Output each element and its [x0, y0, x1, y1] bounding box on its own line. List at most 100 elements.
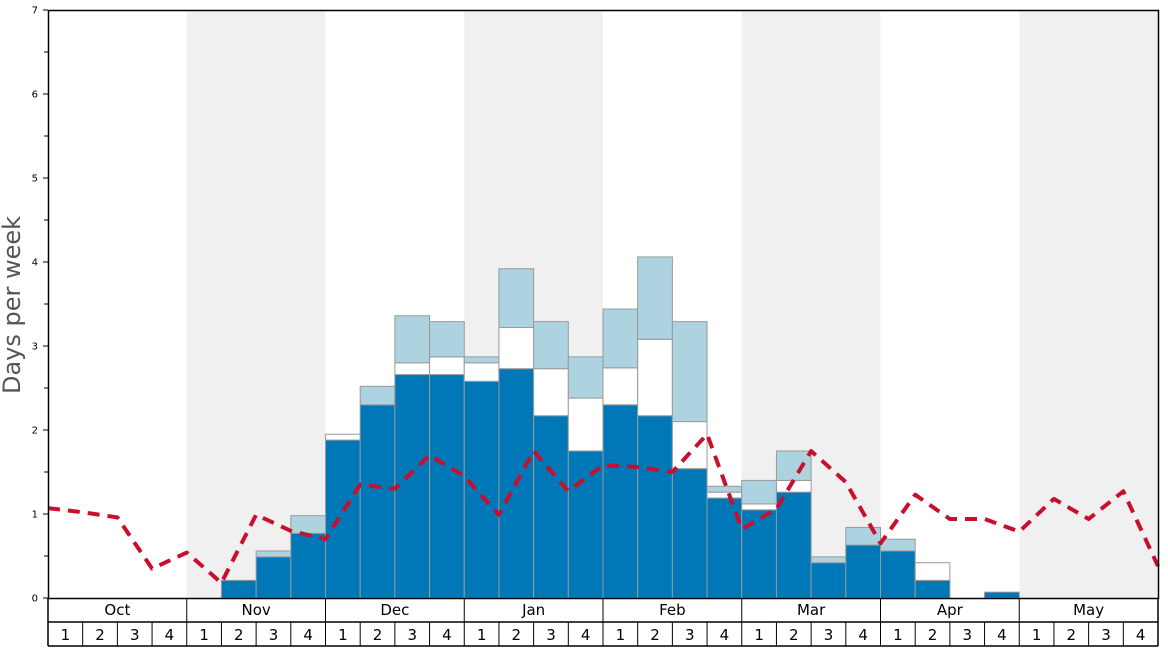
month-label-dec: Dec: [380, 601, 409, 619]
week-label: 4: [997, 626, 1007, 644]
x-axis: Oct 1 2 3 4 Nov 1 2 3 4 Dec 1 2 3 4 Jan 1 2 3 4 Feb 1 2 3 4 Mar 1 2…: [47, 598, 1159, 647]
bar-week-16-series-2: [567, 397, 604, 452]
bar-week-16-series-3: [567, 356, 604, 399]
bar-week-15-series-2: [533, 368, 569, 417]
bar-week-22-series-3: [775, 450, 812, 481]
week-label: 1: [754, 626, 764, 644]
week-label: 2: [789, 626, 799, 644]
bar-week-7-series-1: [255, 556, 292, 599]
bar-week-23-series-3: [810, 556, 847, 564]
week-label: 4: [303, 626, 313, 644]
y-tick-label: 1: [32, 510, 38, 521]
bar-week-15-series-3: [533, 321, 569, 370]
bar-week-19-series-1: [671, 468, 708, 599]
bar-week-17-series-2: [602, 367, 639, 406]
bar-week-15-series-1: [533, 415, 569, 599]
y-tick-label: 2: [32, 426, 38, 437]
month-label-oct: Oct: [104, 601, 130, 619]
week-label: 1: [338, 626, 348, 644]
bar-week-17-series-1: [602, 404, 639, 599]
week-label: 1: [1032, 626, 1042, 644]
y-tick-label: 4: [32, 258, 38, 269]
bar-week-23-series-1: [810, 562, 847, 599]
month-band-oct: [48, 10, 187, 598]
bar-week-19-series-2: [671, 421, 708, 470]
plot-frame: [47, 9, 1160, 600]
week-label: 1: [477, 626, 487, 644]
bar-week-10-series-1: [359, 404, 396, 599]
week-label: 2: [234, 626, 244, 644]
bar-week-21-series-2: [741, 503, 777, 511]
bar-week-11-series-3: [394, 315, 431, 364]
average-line: [47, 432, 1160, 585]
week-label: 1: [893, 626, 903, 644]
bar-week-6-series-1: [220, 579, 257, 599]
month-band-nov: [186, 10, 326, 598]
bar-week-25-series-1: [880, 550, 916, 599]
week-label: 2: [373, 626, 383, 644]
bar-week-10-series-3: [359, 385, 396, 406]
week-label: 4: [858, 626, 868, 644]
y-tick-label: 7: [32, 6, 38, 17]
y-axis-label: Days per week: [0, 216, 26, 394]
bar-week-18-series-1: [637, 415, 673, 599]
week-label: 3: [130, 626, 140, 644]
y-tick-label: 3: [32, 342, 38, 353]
bar-week-26-series-2: [914, 562, 951, 581]
bar-week-14-series-2: [498, 327, 535, 370]
month-label-jan: Jan: [521, 601, 545, 619]
week-label: 3: [685, 626, 695, 644]
bar-week-12-series-3: [429, 321, 465, 358]
bar-week-21-series-3: [741, 479, 777, 505]
bar-week-24-series-3: [845, 526, 881, 546]
week-label: 2: [928, 626, 938, 644]
week-label: 2: [1067, 626, 1077, 644]
bar-week-13-series-3: [463, 356, 500, 364]
bar-week-8-series-3: [290, 515, 326, 534]
month-label-feb: Feb: [659, 601, 686, 619]
bar-week-25-series-3: [880, 538, 916, 552]
bar-week-17-series-3: [602, 308, 639, 369]
bar-week-22-series-1: [775, 491, 812, 599]
week-label: 4: [1136, 626, 1146, 644]
y-tick-label: 0: [32, 594, 38, 605]
bar-week-7-series-3: [255, 550, 292, 558]
bars: [220, 256, 1020, 599]
bar-week-9-series-1: [325, 439, 361, 599]
month-band-may: [1019, 10, 1158, 598]
bar-week-11-series-1: [394, 374, 431, 599]
week-label: 3: [962, 626, 972, 644]
week-label: 2: [95, 626, 105, 644]
bar-week-13-series-1: [463, 380, 500, 599]
y-axis: 0 1 2 3 4 5 6 7: [32, 6, 48, 605]
bar-week-12-series-1: [429, 374, 465, 599]
bar-week-28-series-1: [984, 591, 1020, 599]
week-label: 3: [407, 626, 417, 644]
bar-week-18-series-2: [637, 338, 673, 417]
week-label: 1: [199, 626, 209, 644]
week-label: 1: [616, 626, 626, 644]
month-label-mar: Mar: [797, 601, 826, 619]
week-label: 4: [165, 626, 175, 644]
week-label: 3: [546, 626, 556, 644]
bar-week-20-series-2: [706, 491, 743, 499]
average-line-layer: [47, 432, 1160, 585]
week-label: 3: [269, 626, 279, 644]
week-label: 2: [512, 626, 522, 644]
month-label-apr: Apr: [937, 601, 964, 619]
week-label: 3: [1101, 626, 1111, 644]
bar-week-26-series-1: [914, 579, 951, 599]
bar-week-19-series-3: [671, 321, 708, 423]
month-band-apr: [880, 10, 1020, 598]
bar-week-8-series-1: [290, 532, 326, 599]
month-label-may: May: [1073, 601, 1104, 619]
week-label: 1: [61, 626, 71, 644]
bar-week-12-series-2: [429, 356, 465, 376]
bar-week-21-series-1: [741, 509, 777, 599]
week-label: 4: [442, 626, 452, 644]
week-label: 4: [581, 626, 591, 644]
bar-week-24-series-1: [845, 544, 881, 599]
bar-week-16-series-1: [567, 450, 604, 599]
y-tick-label: 6: [32, 90, 38, 101]
